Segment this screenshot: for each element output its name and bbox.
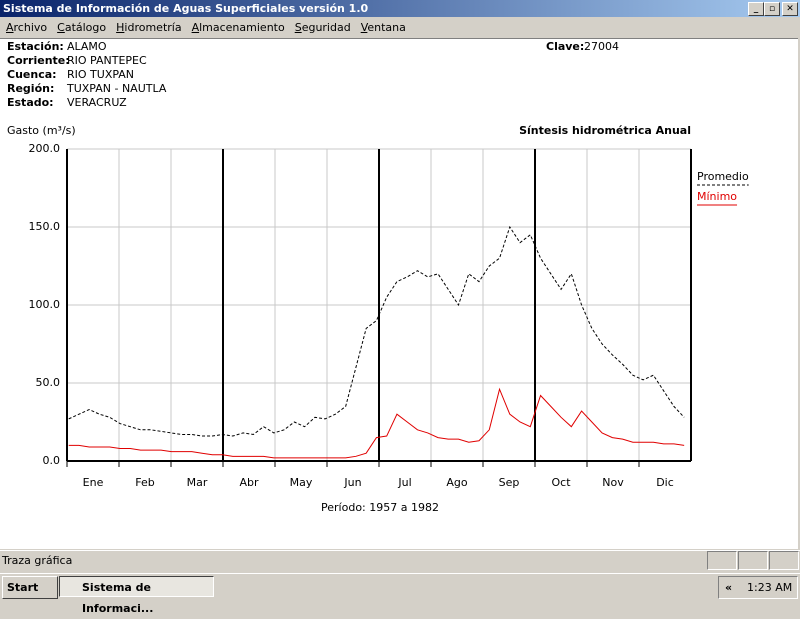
menu-bar: Archivo Catálogo Hidrometría Almacenamiento…: [0, 18, 800, 37]
clock: 1:23 AM: [747, 581, 793, 594]
title-bar: Sistema de Información de Aguas Superfic…: [0, 0, 800, 17]
status-panel: [707, 551, 737, 570]
tray: « 1:23 AM: [718, 576, 798, 599]
window-title: Sistema de Información de Aguas Superfic…: [3, 2, 369, 15]
start-label: Start: [7, 581, 39, 594]
status-bar: Traza gráfica: [0, 550, 800, 571]
close-button[interactable]: ✕: [782, 2, 798, 16]
status-text: Traza gráfica: [2, 554, 73, 567]
menu-item[interactable]: Hidrometría: [116, 21, 182, 34]
menu-item[interactable]: Archivo: [6, 21, 48, 34]
tray-chevron[interactable]: «: [725, 581, 733, 594]
content-area: [0, 38, 798, 549]
task-label: Sistema de Informaci...: [82, 581, 154, 615]
status-panel: [738, 551, 768, 570]
menu-item[interactable]: Catálogo: [57, 21, 107, 34]
restore-button[interactable]: ▫: [764, 2, 780, 16]
menu-item[interactable]: Ventana: [360, 21, 406, 34]
minimize-button[interactable]: _: [748, 2, 764, 16]
start-button[interactable]: Start: [2, 576, 58, 599]
menu-item[interactable]: Seguridad: [294, 21, 351, 34]
taskbar: Start Sistema de Informaci... « 1:23 AM: [0, 573, 800, 615]
task-button[interactable]: Sistema de Informaci...: [59, 576, 214, 615]
status-panel: [769, 551, 799, 570]
menu-item[interactable]: Almacenamiento: [191, 21, 285, 34]
